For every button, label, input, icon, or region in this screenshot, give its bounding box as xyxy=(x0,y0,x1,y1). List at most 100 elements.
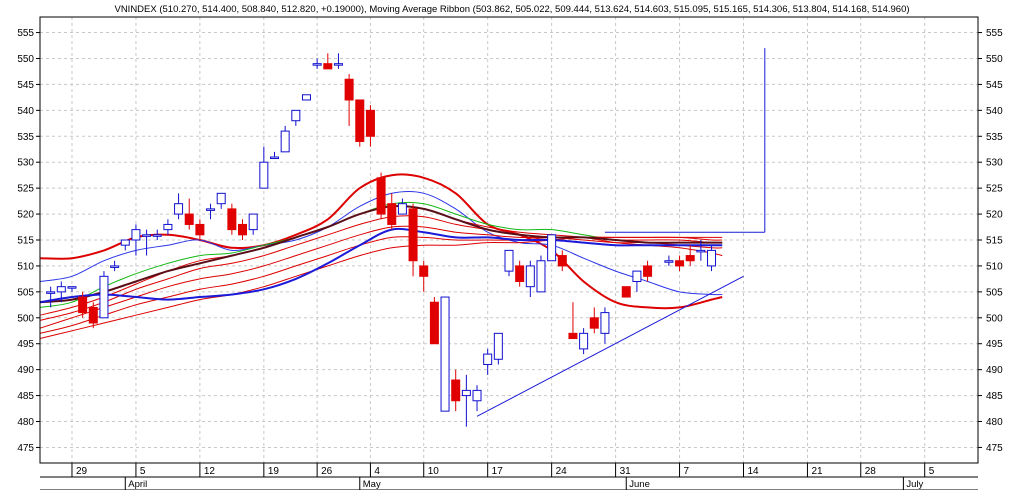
candle-body xyxy=(387,203,397,225)
candle-body xyxy=(110,265,120,268)
candle xyxy=(323,53,333,70)
candle-body xyxy=(547,234,557,262)
candle xyxy=(493,332,503,365)
candle xyxy=(238,219,248,240)
candle xyxy=(696,240,706,261)
candle-body xyxy=(56,286,66,293)
candle xyxy=(664,255,674,266)
y-tick-label-left: 515 xyxy=(17,236,34,247)
candle-body xyxy=(152,234,162,237)
candle-body xyxy=(696,249,706,253)
candle-body xyxy=(589,317,599,329)
candle xyxy=(472,385,482,412)
candle-body xyxy=(376,177,386,215)
y-tick-label-left: 545 xyxy=(17,80,34,91)
candle-body xyxy=(632,270,642,282)
candle xyxy=(515,260,525,287)
candle xyxy=(88,302,98,329)
y-tick-label-right: 535 xyxy=(986,132,1003,143)
candle xyxy=(387,193,397,230)
candle-body xyxy=(184,213,194,225)
candle-body xyxy=(195,223,205,236)
candle xyxy=(547,234,557,262)
x-tick-label: 17 xyxy=(492,466,504,477)
candle-body xyxy=(579,332,589,350)
candles xyxy=(46,53,717,427)
candle-body xyxy=(419,265,429,277)
candle xyxy=(675,255,685,272)
x-tick-label: 10 xyxy=(428,466,440,477)
candle-body xyxy=(163,223,173,231)
candle-body xyxy=(707,249,717,267)
candle-body xyxy=(248,213,258,231)
candle xyxy=(461,374,471,427)
candle-body xyxy=(408,208,418,262)
candle xyxy=(78,291,88,318)
candle xyxy=(632,270,642,292)
candle xyxy=(216,192,226,209)
candle xyxy=(333,53,343,69)
candle xyxy=(184,198,194,230)
x-tick-label: 4 xyxy=(374,466,380,477)
candle-body xyxy=(78,296,88,314)
candle-body xyxy=(270,156,279,160)
plot-frame xyxy=(39,16,979,464)
candle-body xyxy=(312,63,322,66)
candle-body xyxy=(142,234,152,237)
y-tick-label-right: 520 xyxy=(986,210,1003,221)
candle-body xyxy=(536,260,546,293)
y-tick-label-right: 490 xyxy=(986,365,1003,376)
candle-body xyxy=(451,379,461,402)
candle xyxy=(643,260,653,282)
y-tick-label-left: 530 xyxy=(17,158,34,169)
candle-body xyxy=(99,275,109,319)
candle xyxy=(365,105,375,147)
candle-body xyxy=(46,291,56,294)
y-tick-label-right: 555 xyxy=(986,28,1003,39)
y-tick-label-right: 510 xyxy=(986,261,1003,272)
y-tick-label-right: 500 xyxy=(986,313,1003,324)
candle-body xyxy=(483,353,493,365)
x-tick-label: 24 xyxy=(556,466,568,477)
candle-body xyxy=(206,208,216,211)
candle xyxy=(248,213,258,235)
y-tick-label-right: 475 xyxy=(986,443,1003,454)
candle-body xyxy=(88,306,98,324)
candle xyxy=(536,255,546,293)
candle-body xyxy=(493,332,503,360)
candle-body xyxy=(461,389,471,397)
candle xyxy=(67,286,77,292)
y-tick-label-right: 485 xyxy=(986,391,1003,402)
y-tick-label-left: 550 xyxy=(17,54,34,65)
candle xyxy=(621,286,631,298)
candle-body xyxy=(397,203,407,215)
x-tick-label: 26 xyxy=(321,466,333,477)
candle xyxy=(206,203,216,220)
candle xyxy=(163,219,173,235)
candle-body xyxy=(238,223,248,236)
candle xyxy=(440,296,450,412)
candle-body xyxy=(515,265,525,282)
candle-body xyxy=(643,265,653,277)
y-tick-label-left: 495 xyxy=(17,339,34,350)
candle xyxy=(344,74,354,126)
x-tick-label: 19 xyxy=(268,466,280,477)
month-label: April xyxy=(128,479,147,490)
x-tick-label: 7 xyxy=(684,466,690,477)
candle xyxy=(579,328,589,355)
candle-body xyxy=(675,260,685,267)
candle xyxy=(355,99,365,147)
candle xyxy=(707,245,717,272)
candle xyxy=(270,151,279,160)
candle-body xyxy=(131,229,141,241)
trendlines xyxy=(476,48,766,417)
candle xyxy=(525,260,535,298)
candle-body xyxy=(323,63,333,70)
y-tick-label-left: 485 xyxy=(17,391,34,402)
candle xyxy=(301,94,311,101)
month-label: May xyxy=(363,479,381,490)
month-label: June xyxy=(629,479,650,490)
candle-body xyxy=(355,99,365,142)
